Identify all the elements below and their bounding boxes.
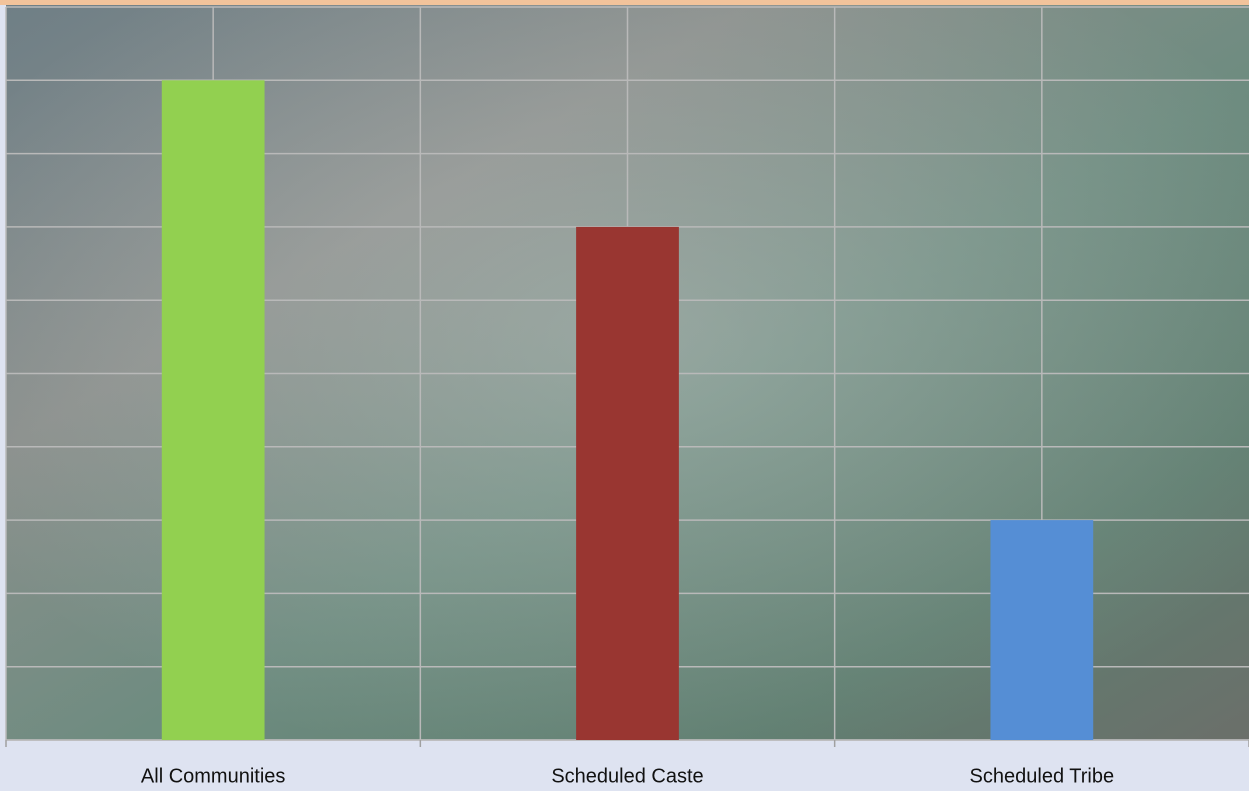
top-border [0, 0, 1249, 5]
x-tick-label: All Communities [141, 765, 285, 787]
bar [990, 520, 1094, 740]
x-tick-label: Scheduled Tribe [970, 765, 1115, 787]
bar [161, 80, 265, 741]
bar [576, 226, 679, 740]
x-tick-label: Scheduled Caste [551, 765, 703, 787]
